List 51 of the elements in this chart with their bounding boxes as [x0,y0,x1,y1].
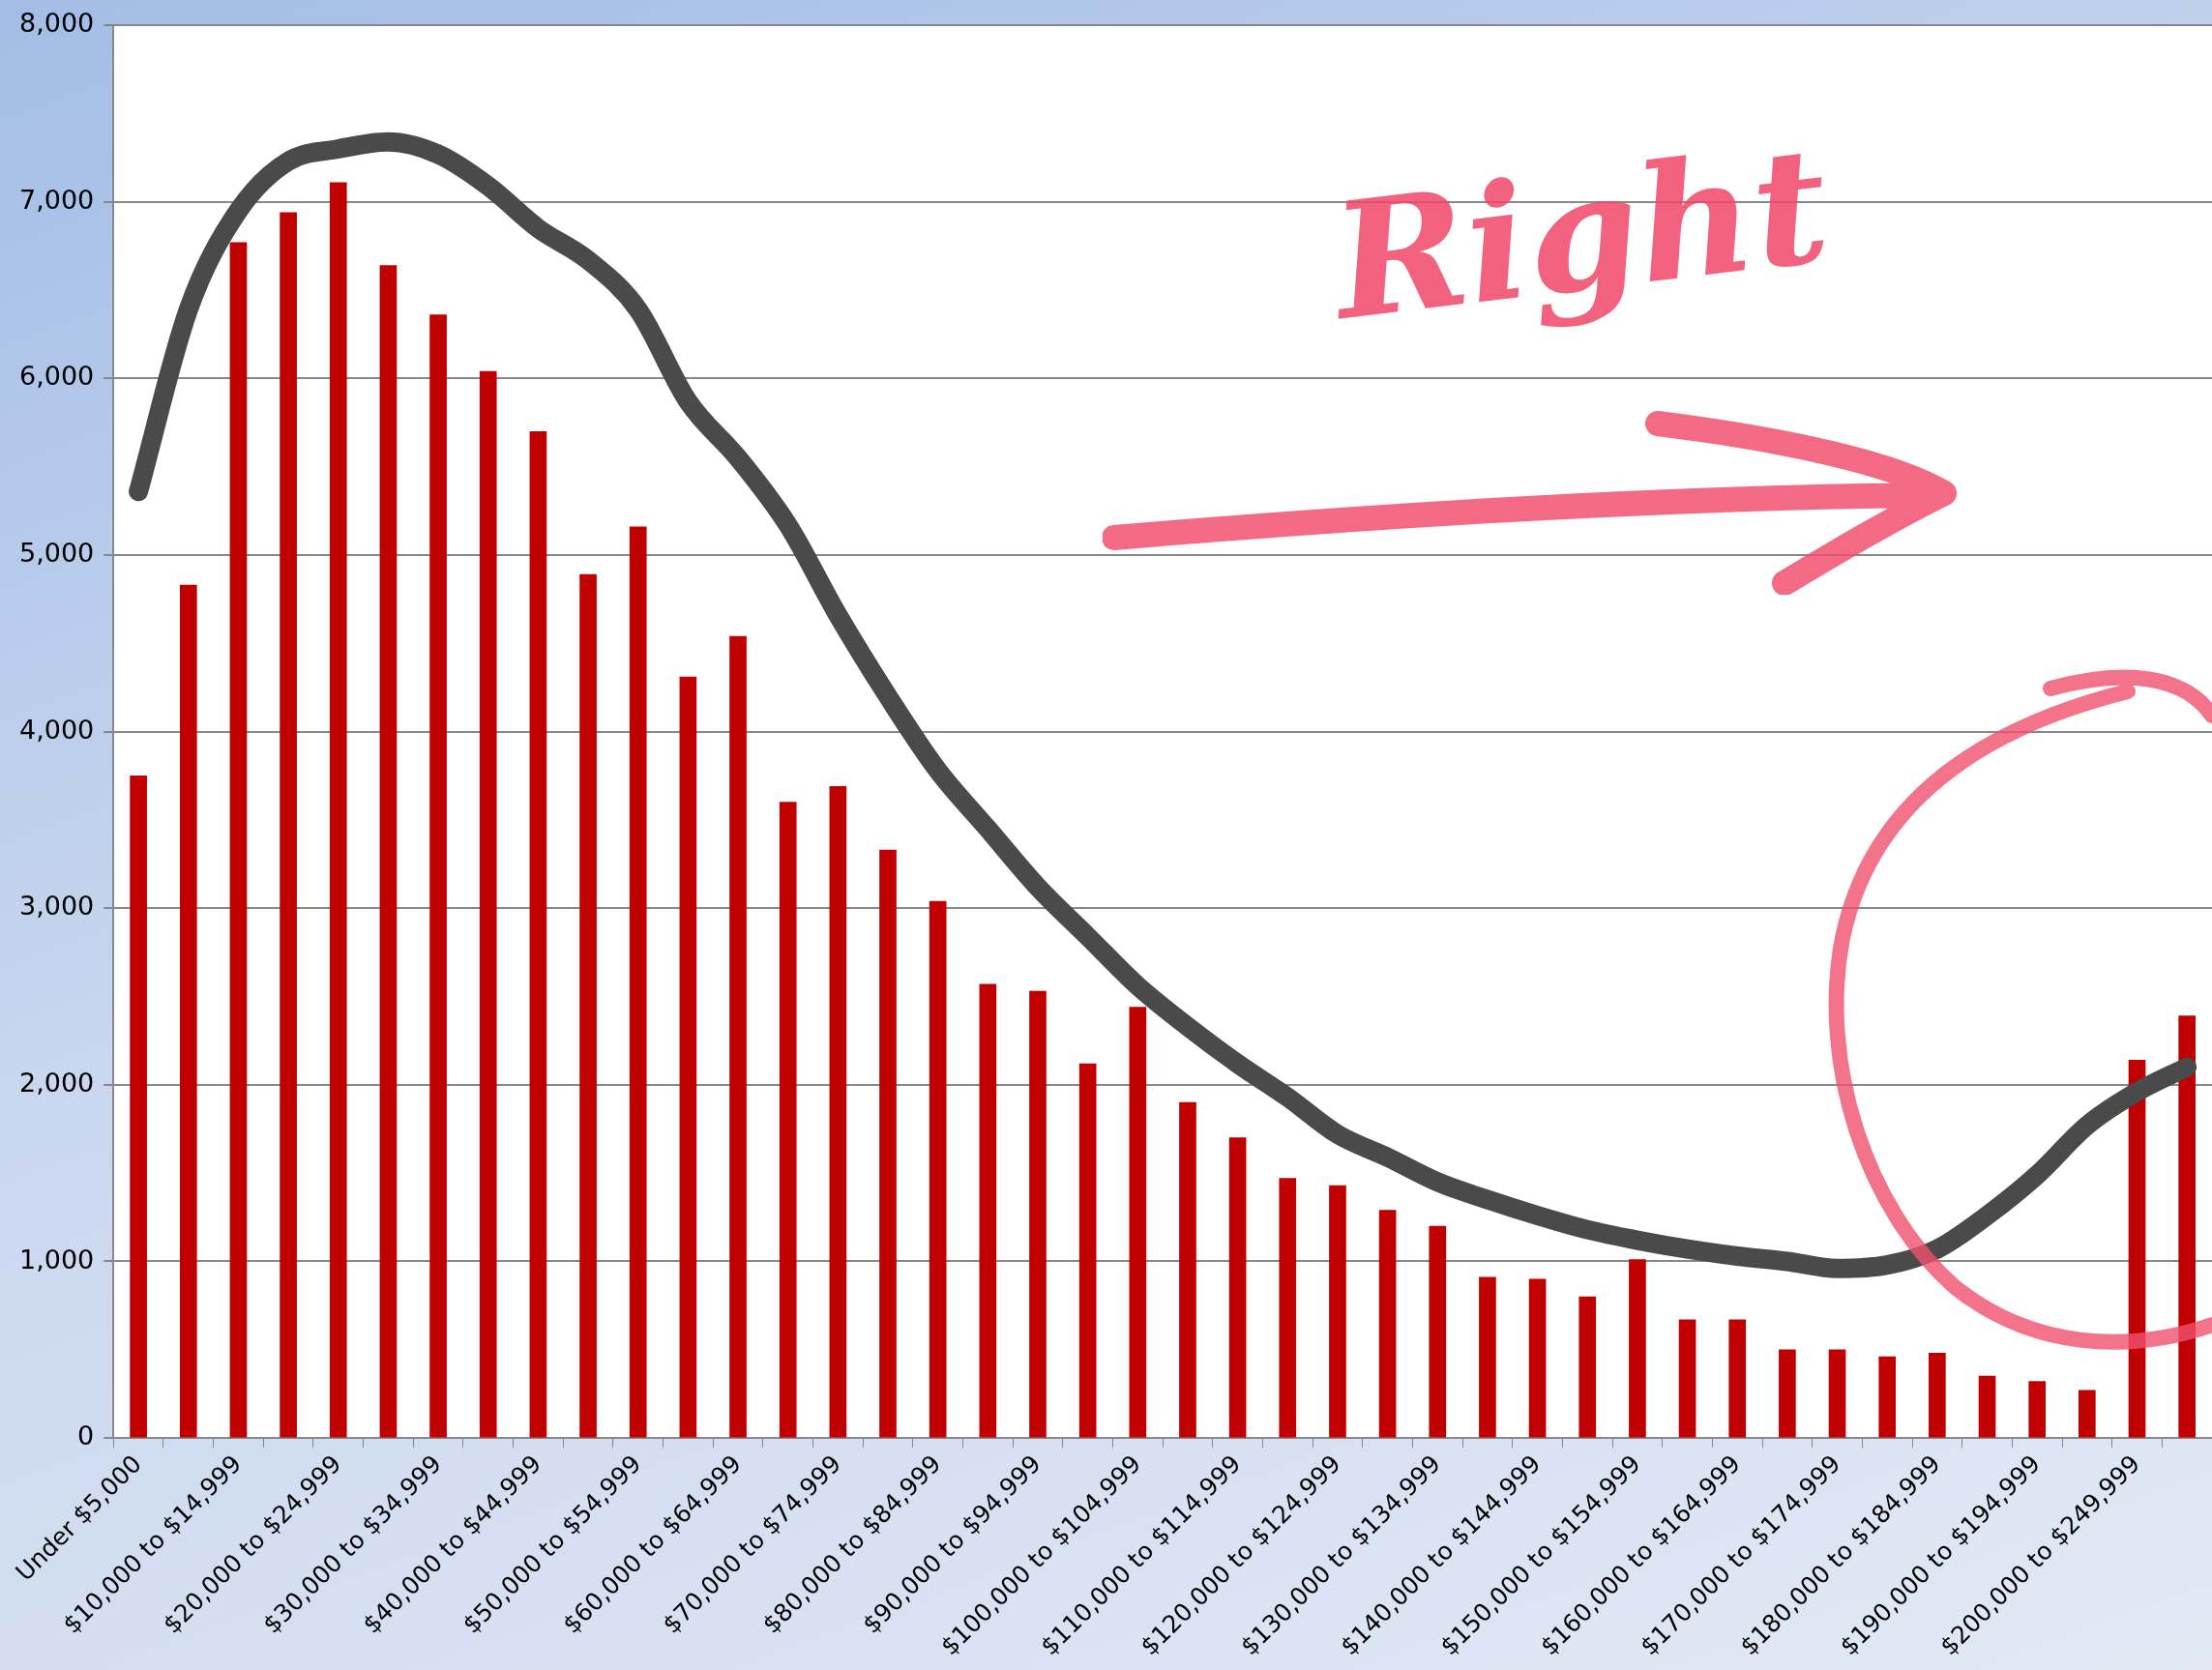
bar [929,900,947,1438]
bar [629,526,647,1438]
bar [1779,1349,1796,1438]
bar [1728,1319,1747,1438]
bar [1279,1178,1297,1438]
y-tick-label: 4,000 [19,714,95,745]
bar [1179,1101,1196,1438]
y-tick-label: 6,000 [19,361,95,392]
bar [1129,1007,1147,1438]
bar [280,212,297,1438]
annotation: Right [1319,110,1838,357]
bar [379,265,398,1438]
bar [130,775,147,1438]
bar [679,676,697,1438]
y-tick-label: 1,000 [19,1244,95,1274]
bar [1479,1276,1496,1438]
bar [1228,1137,1247,1438]
bar [429,314,447,1438]
bar [1878,1356,1897,1438]
y-tick-label: 2,000 [19,1067,95,1098]
bar [1378,1210,1397,1438]
bar [1678,1319,1696,1438]
bar [1078,1063,1097,1438]
bar [1329,1185,1346,1438]
bar [1429,1225,1447,1438]
bar [179,584,197,1438]
bar [1578,1296,1597,1438]
bar [2079,1390,2096,1438]
bar [529,430,547,1438]
bar [1929,1353,1946,1438]
bar [2178,1015,2196,1438]
bar [579,573,597,1438]
bar [329,182,347,1438]
y-tick-label: 5,000 [19,538,95,569]
bar [829,785,847,1438]
bar [479,370,497,1438]
bar [729,635,747,1438]
bar [2028,1381,2047,1438]
bar [979,983,997,1438]
bar [1629,1259,1646,1438]
bar [779,802,797,1438]
y-tick-label: 3,000 [19,891,95,922]
bar [1528,1278,1547,1438]
y-tick-label: 0 [77,1421,95,1451]
y-tick-label: 8,000 [19,8,95,39]
bar [1029,990,1047,1438]
bar [1978,1375,1996,1438]
bar [879,849,897,1438]
bar [229,242,248,1438]
bar [1828,1349,1846,1438]
y-tick-label: 7,000 [19,184,95,215]
